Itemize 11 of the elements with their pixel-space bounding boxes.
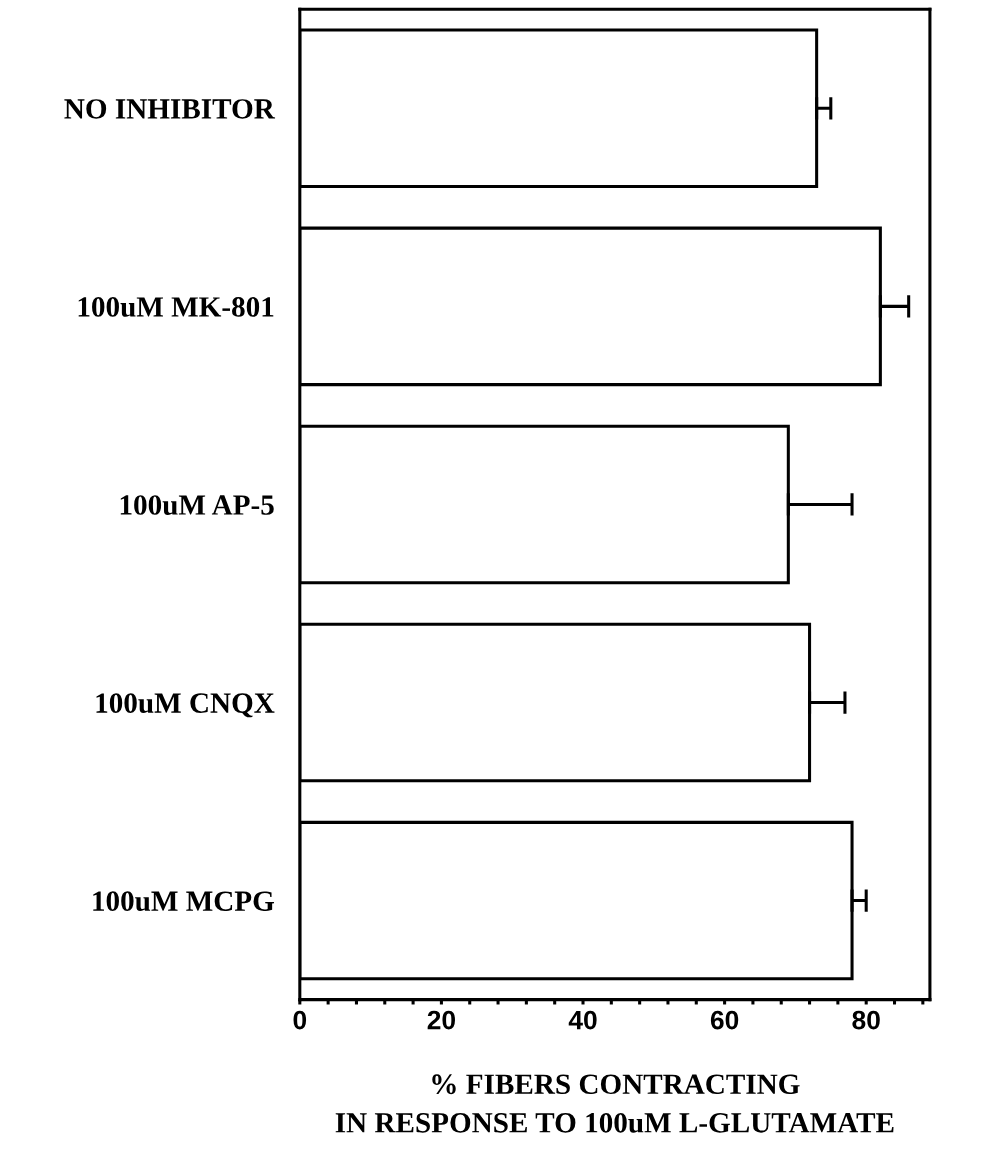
x-tick-label: 60 (710, 1010, 739, 1030)
y-tick-label: 100uM CNQX (96, 693, 275, 718)
y-tick-label: 100uM AP-5 (120, 495, 274, 515)
y-tick-label: NO INHIBITOR (64, 99, 276, 119)
x-tick-label: 0 (293, 1010, 307, 1030)
x-tick-label: 40 (568, 1010, 597, 1030)
y-tick-label: 100uM MCPG (93, 891, 275, 912)
x-tick-label: 20 (427, 1010, 456, 1030)
y-tick-label: 100uM MK-801 (78, 297, 274, 317)
x-tick-label: 80 (852, 1010, 880, 1030)
x-axis-title: % FIBERS CONTRACTING IN RESPONSE TO 100uM L-GLUTAMATE (335, 1074, 894, 1133)
